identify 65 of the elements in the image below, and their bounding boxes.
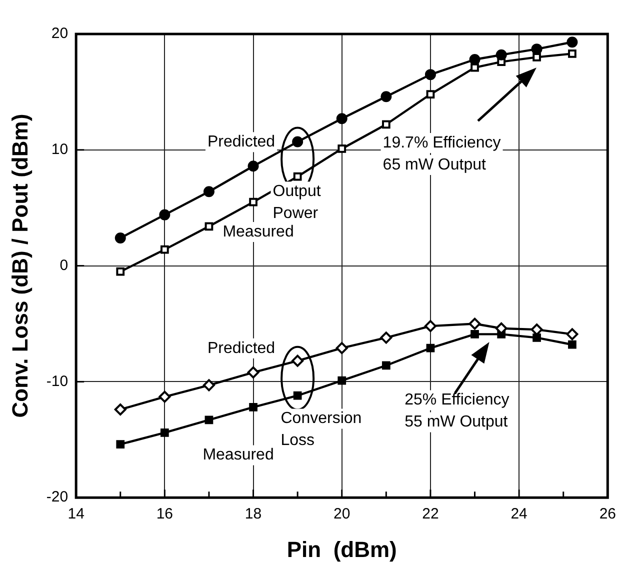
point xyxy=(470,63,479,72)
y-axis-title: Conv. Loss (dB) / Pout (dBm) xyxy=(7,114,32,418)
point xyxy=(568,50,576,58)
x-tick-label: 16 xyxy=(156,506,174,523)
y-tick-label: 20 xyxy=(51,25,68,42)
y-tick-label: -20 xyxy=(46,488,68,506)
point xyxy=(470,330,479,338)
point xyxy=(380,332,392,344)
point xyxy=(532,333,541,342)
x-tick-label: 24 xyxy=(510,506,528,523)
point xyxy=(116,267,125,276)
point xyxy=(292,354,304,367)
point xyxy=(204,416,214,424)
point xyxy=(468,318,481,330)
point xyxy=(566,36,578,48)
point xyxy=(202,379,215,392)
point xyxy=(566,328,578,340)
point xyxy=(293,391,302,400)
point xyxy=(426,90,435,98)
annotation: Conversion Loss xyxy=(280,410,362,450)
point xyxy=(380,91,392,102)
point xyxy=(292,136,304,148)
point xyxy=(496,49,507,60)
y-tick-label: -10 xyxy=(46,372,68,390)
point xyxy=(160,428,169,437)
point xyxy=(203,186,214,198)
point xyxy=(158,390,171,403)
point xyxy=(382,361,390,370)
x-tick-label: 14 xyxy=(68,506,84,523)
point xyxy=(204,222,214,231)
x-axis-title: Pin (dBm) xyxy=(286,536,397,562)
y-tick-label: 0 xyxy=(60,256,68,274)
point xyxy=(568,340,576,349)
point xyxy=(159,209,170,220)
point xyxy=(114,232,126,244)
annotation: 25% Efficiency 55 mW Output xyxy=(404,392,510,431)
point xyxy=(247,366,260,378)
point xyxy=(114,404,126,416)
series-label: Predicted xyxy=(207,340,276,357)
annotation: 19.7% Efficiency 65 mW Output xyxy=(382,134,501,174)
point xyxy=(249,403,258,412)
point xyxy=(160,245,169,254)
series-label: Measured xyxy=(222,223,294,240)
x-tick-label: 26 xyxy=(599,506,616,523)
point xyxy=(248,160,259,172)
x-tick-label: 18 xyxy=(244,506,262,523)
point xyxy=(116,440,125,448)
point xyxy=(382,120,390,129)
point xyxy=(338,376,346,385)
x-tick-label: 22 xyxy=(422,506,439,523)
series-label: Predicted xyxy=(207,134,276,151)
point xyxy=(336,342,348,354)
point xyxy=(469,54,480,65)
point xyxy=(293,172,302,181)
annotation: Output Power xyxy=(272,183,322,222)
point xyxy=(532,53,541,62)
series-label: Measured xyxy=(202,446,274,464)
point xyxy=(336,113,348,124)
point xyxy=(426,344,435,352)
point xyxy=(249,198,258,206)
point xyxy=(424,69,436,80)
x-tick-label: 20 xyxy=(334,506,350,523)
y-tick-label: 10 xyxy=(51,141,68,158)
point xyxy=(424,320,436,332)
point xyxy=(338,144,346,153)
